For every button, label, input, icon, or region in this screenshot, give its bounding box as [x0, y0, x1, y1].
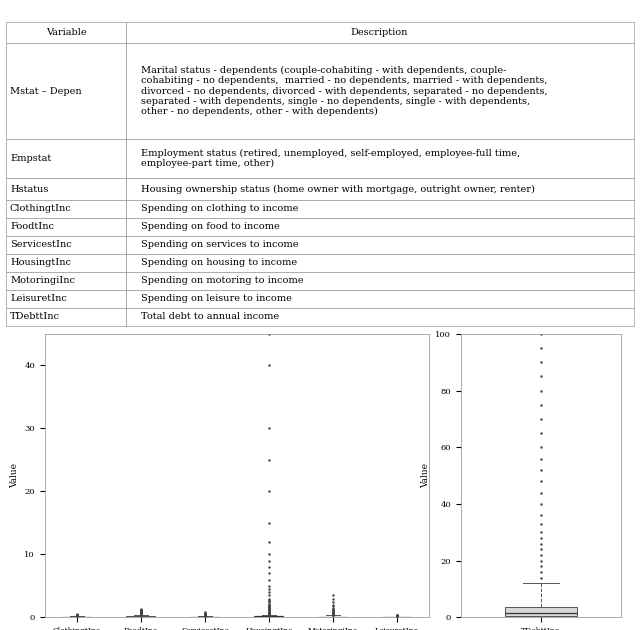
- PathPatch shape: [505, 607, 577, 616]
- Y-axis label: Value: Value: [420, 463, 429, 488]
- Y-axis label: Value: Value: [10, 463, 19, 488]
- PathPatch shape: [254, 616, 283, 617]
